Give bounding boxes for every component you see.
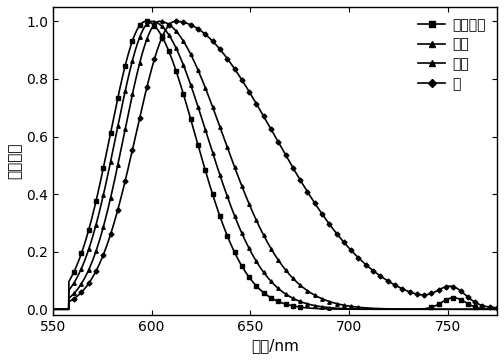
Legend: 二氯甲烷, 乙脹, 乙醒, 水: 二氯甲烷, 乙脹, 乙醒, 水 [414, 14, 490, 95]
Y-axis label: 荧光强度: 荧光强度 [7, 143, 22, 179]
X-axis label: 波长/nm: 波长/nm [251, 338, 299, 353]
